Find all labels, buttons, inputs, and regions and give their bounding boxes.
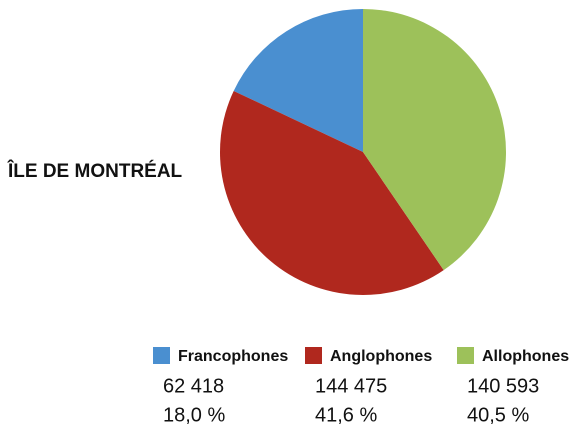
chart-title: ÎLE DE MONTRÉAL (7, 160, 183, 182)
pie-slice (219, 90, 444, 295)
pie-slice (233, 9, 363, 152)
legend-swatch (457, 347, 474, 364)
count-label: 62 418 (163, 375, 224, 397)
legend-label: Allophones (482, 348, 569, 365)
pie-slice (363, 9, 507, 271)
percent-label: 40,5 % (467, 404, 529, 426)
count-label: 140 593 (467, 375, 539, 397)
legend-swatch (153, 347, 170, 364)
legend-label: Francophones (178, 348, 288, 365)
legend-label: Anglophones (330, 348, 432, 365)
percent-label: 18,0 % (163, 404, 225, 426)
percent-label: 41,6 % (315, 404, 377, 426)
legend-swatch (305, 347, 322, 364)
count-label: 144 475 (315, 375, 387, 397)
